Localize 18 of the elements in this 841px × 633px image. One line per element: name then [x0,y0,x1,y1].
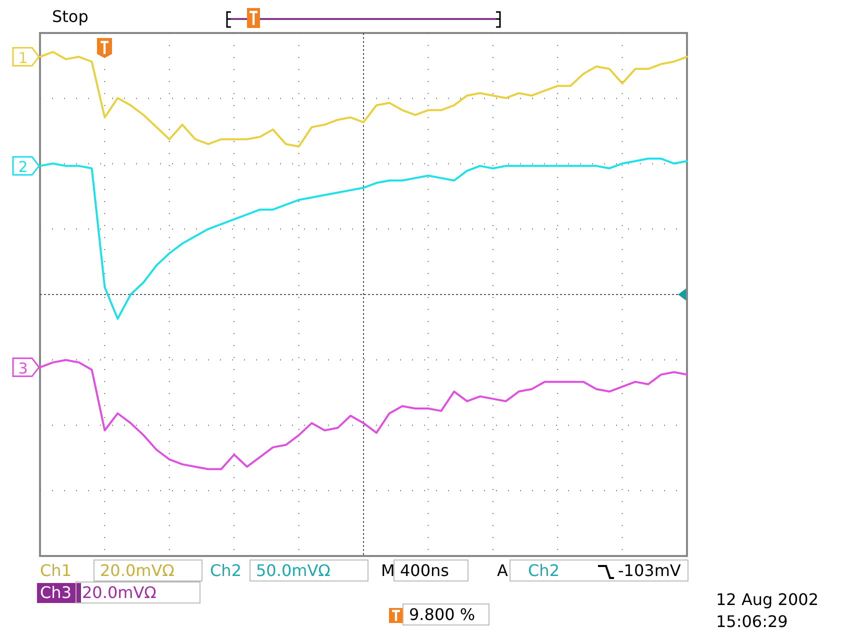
text: Ch2 [210,561,242,580]
text: Stop [52,7,88,26]
text: 20.0mVΩ [82,583,156,602]
series-label: 1 [18,48,28,67]
text: Ch3 [40,583,72,602]
text: 50.0mVΩ [256,561,330,580]
series-label: 2 [18,158,28,176]
text: M [381,561,395,580]
text: 15:06:29 [716,612,788,631]
text: 9.800 % [409,605,476,624]
text: Ch2 [528,561,560,580]
text: 12 Aug 2002 [716,590,818,609]
text: Ch1 [40,561,72,580]
text: A [497,561,508,580]
series-label: 3 [18,359,28,378]
text: -103mV [618,561,681,580]
text: 400ns [400,561,450,580]
text: 20.0mVΩ [100,561,174,580]
